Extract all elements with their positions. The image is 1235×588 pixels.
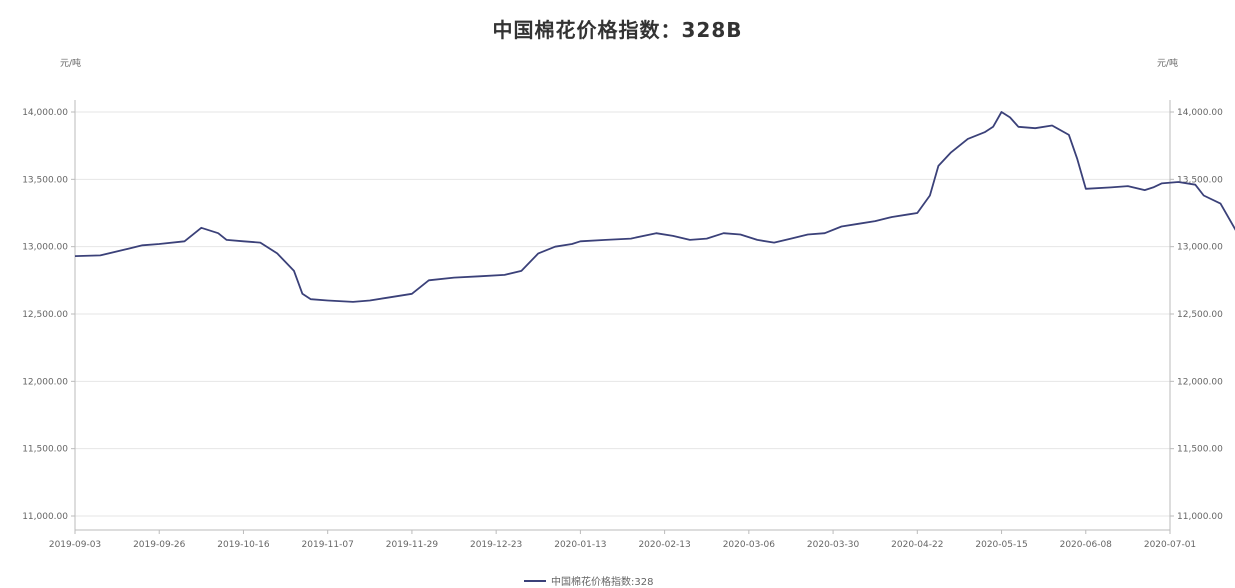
y-tick-label-left: 11,000.00 xyxy=(22,512,68,522)
x-tick-label: 2020-03-30 xyxy=(807,540,860,550)
x-tick-label: 2020-05-15 xyxy=(975,540,1027,550)
x-tick-label: 2020-07-01 xyxy=(1144,540,1196,550)
series-line xyxy=(74,111,1235,303)
y-unit-right: 元/吨 xyxy=(1157,57,1178,69)
y-tick-label-left: 11,500.00 xyxy=(22,445,68,455)
legend: 中国棉花价格指数:328 xyxy=(524,575,653,588)
y-ticks-right: 14,000.00 13,500.00 13,000.00 12,500.00 12,0… xyxy=(1170,108,1223,522)
y-tick-label-left: 14,000.00 xyxy=(22,108,68,118)
y-tick-label-right: 13,000.00 xyxy=(1177,243,1223,253)
y-tick-label-right: 12,000.00 xyxy=(1177,377,1223,387)
x-tick-label: 2019-09-26 xyxy=(133,540,186,550)
y-tick-label-left: 12,000.00 xyxy=(22,377,68,387)
x-tick-label: 2020-06-08 xyxy=(1060,540,1113,550)
y-tick-label-right: 11,500.00 xyxy=(1177,445,1223,455)
x-tick-label: 2020-03-06 xyxy=(723,540,776,550)
x-tick-label: 2020-01-13 xyxy=(554,540,606,550)
y-tick-label-right: 13,500.00 xyxy=(1177,175,1223,185)
x-tick-label: 2019-10-16 xyxy=(217,540,270,550)
legend-label: 中国棉花价格指数:328 xyxy=(551,575,653,588)
y-unit-left: 元/吨 xyxy=(60,57,81,69)
x-tick-label: 2019-12-23 xyxy=(470,540,522,550)
x-ticks: 2019-09-03 2019-09-26 2019-10-16 2019-11-07… xyxy=(49,530,1196,550)
x-tick-label: 2019-11-29 xyxy=(386,540,439,550)
x-tick-label: 2020-02-13 xyxy=(638,540,690,550)
chart-title: 中国棉花价格指数：328B xyxy=(492,18,743,42)
y-tick-label-left: 12,500.00 xyxy=(22,310,68,320)
x-tick-label: 2020-04-22 xyxy=(891,540,943,550)
y-tick-label-right: 14,000.00 xyxy=(1177,108,1223,118)
y-ticks-left: 14,000.00 13,500.00 13,000.00 12,500.00 12,0… xyxy=(22,108,75,522)
gridlines xyxy=(75,111,1170,517)
y-tick-label-right: 12,500.00 xyxy=(1177,310,1223,320)
x-tick-label: 2019-11-07 xyxy=(302,540,354,550)
y-tick-label-right: 11,000.00 xyxy=(1177,512,1223,522)
y-tick-label-left: 13,000.00 xyxy=(22,243,68,253)
y-tick-label-left: 13,500.00 xyxy=(22,175,68,185)
x-tick-label: 2019-09-03 xyxy=(49,540,101,550)
